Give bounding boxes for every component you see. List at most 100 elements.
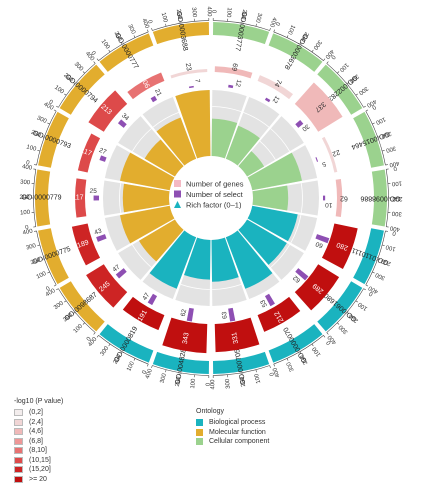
select-bar bbox=[295, 119, 304, 128]
scale-tick-label: 0 bbox=[86, 336, 93, 343]
scale-arc bbox=[58, 63, 96, 108]
scale-tick-label: 200 bbox=[348, 73, 360, 84]
scale-tick-label: 100 bbox=[160, 12, 169, 24]
scale-tick bbox=[355, 93, 358, 96]
select-value-label: 12 bbox=[270, 94, 280, 104]
select-bar bbox=[117, 119, 127, 128]
scale-arc bbox=[326, 63, 364, 108]
rich-bar bbox=[120, 205, 175, 244]
rich-grid bbox=[290, 214, 302, 243]
genes-value-label: 280 bbox=[336, 241, 349, 252]
scale-tick-label: 200 bbox=[30, 257, 42, 266]
select-value-label: 25 bbox=[89, 188, 97, 195]
select-bar bbox=[186, 307, 194, 322]
genes-legend-swatch bbox=[174, 180, 181, 187]
scale-tick-label: 400 bbox=[43, 102, 55, 112]
scale-tick bbox=[311, 343, 314, 347]
scale-arc bbox=[36, 230, 57, 286]
scale-tick-label: 100 bbox=[126, 360, 136, 372]
scale-tick bbox=[372, 122, 375, 125]
pvalue-swatch bbox=[14, 437, 23, 445]
genes-value-label: 106 bbox=[139, 76, 151, 90]
scale-tick-label: 400 bbox=[45, 288, 57, 299]
pvalue-label: (6,8] bbox=[29, 437, 44, 445]
scale-tick-label: 0 bbox=[370, 103, 376, 110]
scale-tick-label: 100 bbox=[385, 243, 397, 252]
scale-tick bbox=[53, 109, 57, 112]
select-value-label: 30 bbox=[300, 122, 310, 132]
scale-arc bbox=[326, 288, 364, 333]
scale-tick-label: 200 bbox=[175, 9, 183, 21]
select-bar bbox=[96, 234, 107, 242]
genes-bar bbox=[127, 72, 165, 100]
scale-tick bbox=[37, 244, 40, 246]
rich-bar bbox=[156, 117, 197, 166]
ontology-label: Molecular function bbox=[209, 428, 266, 436]
scale-tick-label: 100 bbox=[374, 115, 386, 125]
scale-tick-label: 300 bbox=[53, 300, 65, 311]
scale-arc bbox=[365, 110, 386, 166]
scale-tick bbox=[365, 109, 369, 112]
scale-tick bbox=[363, 288, 366, 291]
scale-tick bbox=[93, 332, 96, 335]
term-band-go-0000819 bbox=[99, 324, 154, 363]
rich-grid bbox=[270, 128, 291, 152]
rich-bar bbox=[184, 237, 211, 280]
rich-bar bbox=[175, 90, 211, 159]
scale-arc bbox=[36, 110, 57, 166]
genes-bar bbox=[170, 69, 208, 79]
select-value-label: 63 bbox=[221, 311, 229, 319]
select-value-label: 27 bbox=[98, 147, 108, 156]
rich-bar bbox=[247, 152, 302, 191]
rich-bar bbox=[144, 139, 184, 177]
scale-tick-label: 100 bbox=[100, 39, 111, 51]
scale-tick bbox=[41, 258, 45, 260]
scale-tick bbox=[273, 363, 275, 367]
genes-value-label: 74 bbox=[272, 78, 282, 88]
term-band-go-0000775 bbox=[38, 228, 69, 285]
genes-bar bbox=[122, 296, 165, 331]
scale-tick bbox=[133, 35, 136, 38]
select-bar bbox=[315, 157, 319, 162]
scale-tick-label: 100 bbox=[357, 300, 369, 311]
scale-tick bbox=[82, 322, 85, 325]
scale-tick bbox=[147, 363, 149, 367]
term-band-go-0098687 bbox=[59, 281, 105, 332]
select-value-label: 62 bbox=[292, 273, 302, 283]
scale-tick-label: 400 bbox=[365, 98, 377, 109]
select-value-label: 7 bbox=[193, 79, 200, 84]
select-bar bbox=[295, 268, 309, 281]
genes-value-label: 189 bbox=[76, 239, 89, 250]
rich-bar bbox=[247, 205, 298, 242]
scale-tick-label: 200 bbox=[113, 31, 124, 43]
scale-tick bbox=[326, 332, 329, 335]
term-band-go-0000777 bbox=[99, 33, 154, 72]
scale-tick-label: 400 bbox=[389, 224, 401, 232]
scale-tick-label: 300 bbox=[100, 345, 111, 357]
scale-tick-label: 200 bbox=[19, 195, 30, 201]
center-legend-label: Rich factor (0–1) bbox=[186, 201, 242, 210]
scale-tick bbox=[56, 105, 59, 108]
scale-tick-label: 300 bbox=[391, 210, 402, 217]
scale-tick-label: 300 bbox=[338, 323, 350, 335]
select-value-label: 34 bbox=[120, 112, 130, 122]
scale-tick-label: 0 bbox=[89, 50, 96, 57]
scale-tick bbox=[326, 61, 329, 64]
select-value-label: 10 bbox=[325, 201, 333, 208]
select-bar bbox=[188, 85, 194, 89]
scale-tick bbox=[382, 150, 385, 152]
scale-tick bbox=[64, 93, 67, 96]
scale-tick bbox=[147, 29, 149, 33]
term-band-go-0003777 bbox=[212, 22, 270, 45]
scale-tick-label: 300 bbox=[73, 61, 85, 73]
scale-tick-label: 400 bbox=[327, 333, 339, 345]
scale-tick bbox=[133, 358, 136, 361]
scale-tick-label: 0 bbox=[391, 229, 396, 236]
scale-tick-label: 0 bbox=[368, 289, 375, 296]
scale-tick bbox=[323, 335, 326, 338]
scale-tick-label: 400 bbox=[272, 366, 281, 378]
scale-tick-label: 200 bbox=[30, 130, 42, 139]
term-band-go-0000070 bbox=[268, 324, 323, 363]
scale-tick bbox=[363, 105, 366, 108]
